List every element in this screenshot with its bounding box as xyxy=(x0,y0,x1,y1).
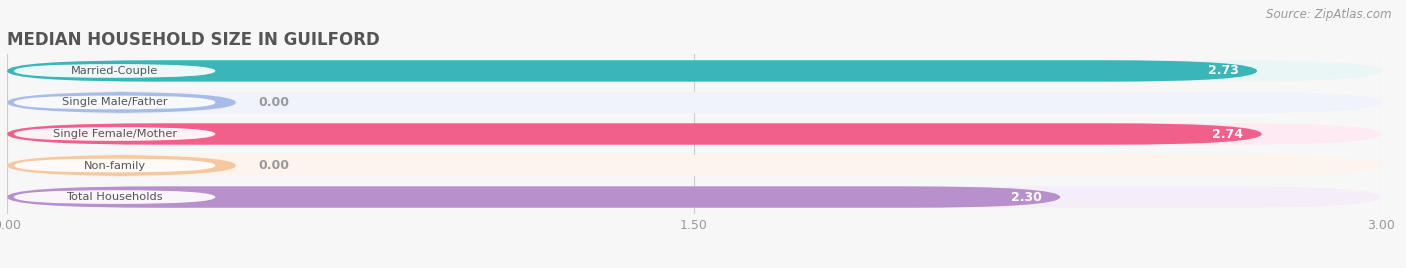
FancyBboxPatch shape xyxy=(7,60,1257,82)
FancyBboxPatch shape xyxy=(7,155,1381,176)
FancyBboxPatch shape xyxy=(7,186,1381,208)
FancyBboxPatch shape xyxy=(7,60,1381,82)
Text: Total Households: Total Households xyxy=(66,192,163,202)
Text: Single Female/Mother: Single Female/Mother xyxy=(52,129,177,139)
FancyBboxPatch shape xyxy=(14,96,215,109)
Text: 2.74: 2.74 xyxy=(1212,128,1243,140)
Text: 2.73: 2.73 xyxy=(1208,64,1239,77)
Text: Single Male/Father: Single Male/Father xyxy=(62,98,167,107)
FancyBboxPatch shape xyxy=(14,64,215,78)
FancyBboxPatch shape xyxy=(7,186,1060,208)
FancyBboxPatch shape xyxy=(7,155,236,176)
FancyBboxPatch shape xyxy=(7,123,1381,145)
FancyBboxPatch shape xyxy=(14,159,215,172)
FancyBboxPatch shape xyxy=(7,123,1261,145)
Text: 0.00: 0.00 xyxy=(259,159,290,172)
Text: 2.30: 2.30 xyxy=(1011,191,1042,204)
Text: Non-family: Non-family xyxy=(83,161,146,170)
FancyBboxPatch shape xyxy=(7,92,1381,113)
Text: Married-Couple: Married-Couple xyxy=(72,66,159,76)
FancyBboxPatch shape xyxy=(14,190,215,204)
Text: Source: ZipAtlas.com: Source: ZipAtlas.com xyxy=(1267,8,1392,21)
FancyBboxPatch shape xyxy=(14,127,215,141)
FancyBboxPatch shape xyxy=(7,92,236,113)
Text: 0.00: 0.00 xyxy=(259,96,290,109)
Text: MEDIAN HOUSEHOLD SIZE IN GUILFORD: MEDIAN HOUSEHOLD SIZE IN GUILFORD xyxy=(7,31,380,49)
